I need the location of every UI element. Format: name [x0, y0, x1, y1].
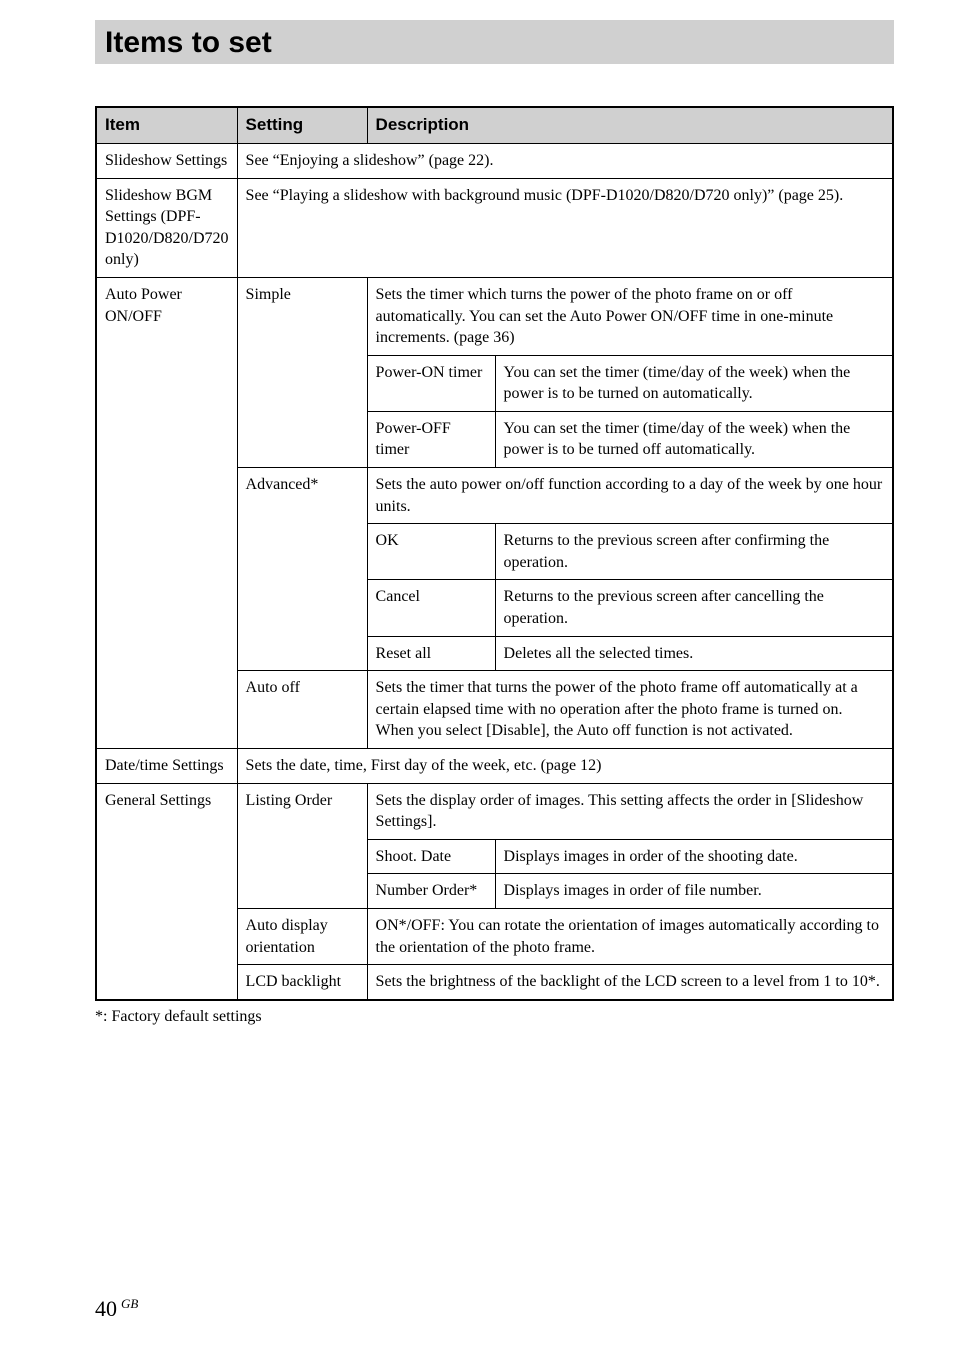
header-setting: Setting: [237, 107, 367, 143]
row-slideshow-bgm: Slideshow BGM Settings (DPF-D1020/D820/D…: [96, 178, 893, 277]
cell-sub-desc: Returns to the previous screen after can…: [495, 580, 893, 636]
header-item: Item: [96, 107, 237, 143]
cell-desc: Sets the timer that turns the power of t…: [367, 671, 893, 749]
cell-desc: Sets the brightness of the backlight of …: [367, 965, 893, 1000]
cell-desc: ON*/OFF: You can rotate the orientation …: [367, 908, 893, 964]
cell-sub-label: Number Order*: [367, 874, 495, 909]
cell-setting: Listing Order: [237, 783, 367, 908]
cell-setting: Auto display orientation: [237, 908, 367, 964]
page-number-suffix: GB: [121, 1296, 138, 1311]
cell-sub-desc: Returns to the previous screen after con…: [495, 524, 893, 580]
cell-sub-desc: You can set the timer (time/day of the w…: [495, 411, 893, 467]
cell-item: Date/time Settings: [96, 749, 237, 784]
cell-desc: Sets the display order of images. This s…: [367, 783, 893, 839]
cell-item: Slideshow BGM Settings (DPF-D1020/D820/D…: [96, 178, 237, 277]
section-title: Items to set: [105, 26, 272, 59]
cell-sub-desc: You can set the timer (time/day of the w…: [495, 355, 893, 411]
cell-sub-label: Reset all: [367, 636, 495, 671]
cell-sub-desc: Displays images in order of file number.: [495, 874, 893, 909]
settings-table: Item Setting Description Slideshow Setti…: [95, 106, 894, 1001]
cell-setting: Simple: [237, 277, 367, 467]
section-title-bar: Items to set: [95, 20, 894, 64]
table-header-row: Item Setting Description: [96, 107, 893, 143]
cell-sub-desc: Deletes all the selected times.: [495, 636, 893, 671]
cell-item: Auto Power ON/OFF: [96, 277, 237, 748]
cell-sub-label: Shoot. Date: [367, 839, 495, 874]
cell-sub-desc: Displays images in order of the shooting…: [495, 839, 893, 874]
row-auto-power-simple: Auto Power ON/OFF Simple Sets the timer …: [96, 277, 893, 355]
row-date-time: Date/time Settings Sets the date, time, …: [96, 749, 893, 784]
cell-item: Slideshow Settings: [96, 143, 237, 178]
cell-item: General Settings: [96, 783, 237, 1000]
cell-desc: Sets the timer which turns the power of …: [367, 277, 893, 355]
cell-value: Sets the date, time, First day of the we…: [237, 749, 893, 784]
cell-sub-label: Power-ON timer: [367, 355, 495, 411]
row-general-listing: General Settings Listing Order Sets the …: [96, 783, 893, 839]
header-description: Description: [367, 107, 893, 143]
cell-setting: Auto off: [237, 671, 367, 749]
cell-setting: LCD backlight: [237, 965, 367, 1000]
cell-sub-label: Cancel: [367, 580, 495, 636]
cell-sub-label: Power-OFF timer: [367, 411, 495, 467]
cell-sub-label: OK: [367, 524, 495, 580]
cell-value: See “Enjoying a slideshow” (page 22).: [237, 143, 893, 178]
row-slideshow-settings: Slideshow Settings See “Enjoying a slide…: [96, 143, 893, 178]
page-number-value: 40: [95, 1296, 117, 1321]
footnote: *: Factory default settings: [95, 1007, 894, 1028]
cell-desc: Sets the auto power on/off function acco…: [367, 468, 893, 524]
page-number: 40 GB: [95, 1296, 138, 1322]
cell-setting: Advanced*: [237, 468, 367, 671]
cell-value: See “Playing a slideshow with background…: [237, 178, 893, 277]
